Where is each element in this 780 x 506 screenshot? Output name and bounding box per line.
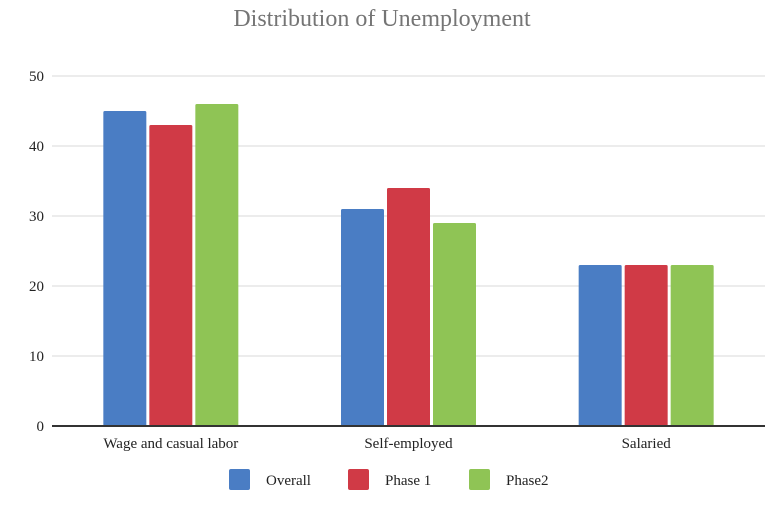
bar [149, 125, 193, 426]
chart-title: Distribution of Unemployment [233, 6, 531, 32]
y-tick-label: 50 [29, 69, 44, 85]
legend-label: Phase 1 [385, 473, 431, 489]
x-category-label: Self-employed [364, 436, 453, 452]
legend-swatch [348, 469, 369, 490]
bar [624, 265, 668, 426]
y-tick-label: 40 [29, 139, 44, 155]
bar [578, 265, 622, 426]
bars [103, 104, 714, 426]
bar [195, 104, 239, 426]
bar [433, 223, 476, 426]
bar [670, 265, 714, 426]
legend-swatch [229, 469, 250, 490]
y-tick-label: 30 [29, 209, 44, 225]
legend: Overall Phase 1 Phase2 [229, 469, 549, 490]
y-tick-label: 20 [29, 279, 44, 295]
legend-label: Overall [266, 473, 311, 489]
y-tick-label: 10 [29, 349, 44, 365]
bar [387, 188, 430, 426]
bar [103, 111, 147, 426]
legend-swatch [469, 469, 490, 490]
y-tick-label: 0 [37, 419, 45, 435]
y-axis-ticks: 0 10 20 30 40 50 [29, 69, 44, 435]
legend-label: Phase2 [506, 473, 549, 489]
x-axis-categories: Wage and casual labor Self-employed Salari… [103, 436, 671, 452]
x-category-label: Salaried [622, 436, 672, 452]
bar [341, 209, 384, 426]
x-category-label: Wage and casual labor [103, 436, 238, 452]
